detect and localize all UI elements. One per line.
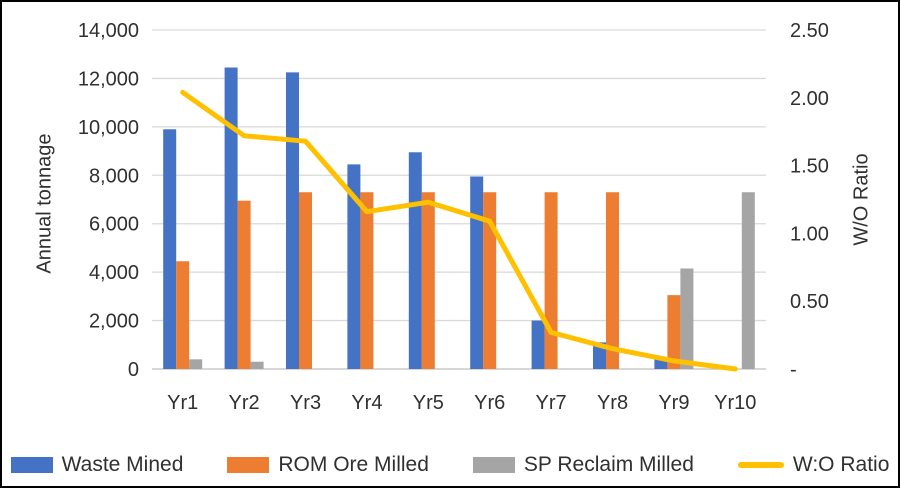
bar-waste-mined	[224, 67, 238, 370]
bar-sp-reclaim-milled	[741, 192, 755, 369]
legend-label-sp-reclaim-milled: SP Reclaim Milled	[523, 453, 694, 476]
bar-rom-ore-milled	[360, 192, 374, 369]
bar-sp-reclaim-milled	[250, 361, 264, 369]
bar-sp-reclaim-milled	[680, 268, 694, 369]
right-axis-tick: 0.50	[790, 291, 829, 313]
left-axis-tick: 14,000	[78, 20, 139, 42]
left-axis-tick: 10,000	[78, 117, 139, 139]
legend-item-sp-reclaim-milled[interactable]: SP Reclaim Milled	[472, 453, 694, 476]
bar-rom-ore-milled	[544, 192, 558, 369]
legend: Waste Mined ROM Ore Milled SP Reclaim Mill…	[2, 454, 898, 475]
x-axis-label: Yr6	[474, 392, 505, 414]
x-axis-label: Yr3	[290, 392, 321, 414]
bar-sp-reclaim-milled	[189, 359, 203, 369]
bar-waste-mined	[347, 164, 361, 369]
bar-waste-mined	[470, 176, 484, 369]
bar-waste-mined	[593, 342, 606, 369]
left-axis-tick: 12,000	[78, 68, 139, 90]
right-axis-tick: -	[790, 359, 797, 381]
bar-rom-ore-milled	[299, 192, 312, 369]
left-axis-tick: 0	[128, 359, 139, 381]
legend-label-waste-mined: Waste Mined	[61, 453, 184, 476]
bar-rom-ore-milled	[237, 200, 251, 369]
x-axis-label: Yr8	[597, 392, 628, 414]
right-axis-tick: 2.00	[790, 88, 829, 110]
x-axis-label: Yr5	[413, 392, 444, 414]
x-axis-label: Yr2	[229, 392, 260, 414]
x-axis-label: Yr4	[351, 392, 382, 414]
right-axis-tick: 2.50	[790, 20, 829, 42]
x-axis-label: Yr7	[536, 392, 567, 414]
x-axis-label: Yr10	[714, 392, 756, 414]
legend-swatch-w-o-ratio	[737, 461, 784, 468]
right-axis-tick: 1.50	[790, 156, 829, 178]
right-axis-tick: 1.00	[790, 223, 829, 245]
legend-swatch-waste-mined	[10, 456, 53, 473]
x-axis-label: Yr1	[167, 392, 198, 414]
plot-area: 0 2,000 4,000 6,000 8,000 10,000 12,000 14,000 -…	[78, 20, 829, 414]
legend-label-rom-ore-milled: ROM Ore Milled	[278, 453, 429, 476]
legend-item-w-o-ratio[interactable]: W:O Ratio	[737, 453, 890, 476]
bar-rom-ore-milled	[606, 192, 619, 369]
bar-rom-ore-milled	[421, 192, 435, 369]
bar-waste-mined	[654, 358, 668, 369]
left-axis-tick: 8,000	[89, 165, 139, 187]
bar-waste-mined	[408, 152, 422, 369]
legend-swatch-rom-ore-milled	[227, 456, 270, 473]
left-axis-tick: 4,000	[89, 262, 139, 284]
bar-waste-mined	[286, 72, 299, 369]
line-w-o-ratio	[180, 89, 738, 372]
legend-item-rom-ore-milled[interactable]: ROM Ore Milled	[227, 454, 429, 475]
bar-rom-ore-milled	[483, 192, 497, 369]
x-axis-label: Yr9	[658, 392, 689, 414]
left-axis-tick: 2,000	[89, 311, 139, 333]
legend-item-waste-mined[interactable]: Waste Mined	[10, 453, 184, 476]
left-axis-tick: 6,000	[89, 214, 139, 236]
bar-waste-mined	[163, 129, 177, 369]
legend-label-w-o-ratio: W:O Ratio	[792, 453, 890, 476]
bar-rom-ore-milled	[667, 295, 681, 369]
bar-waste-mined	[531, 320, 545, 369]
bar-rom-ore-milled	[176, 261, 190, 369]
legend-swatch-sp-reclaim-milled	[472, 456, 515, 473]
